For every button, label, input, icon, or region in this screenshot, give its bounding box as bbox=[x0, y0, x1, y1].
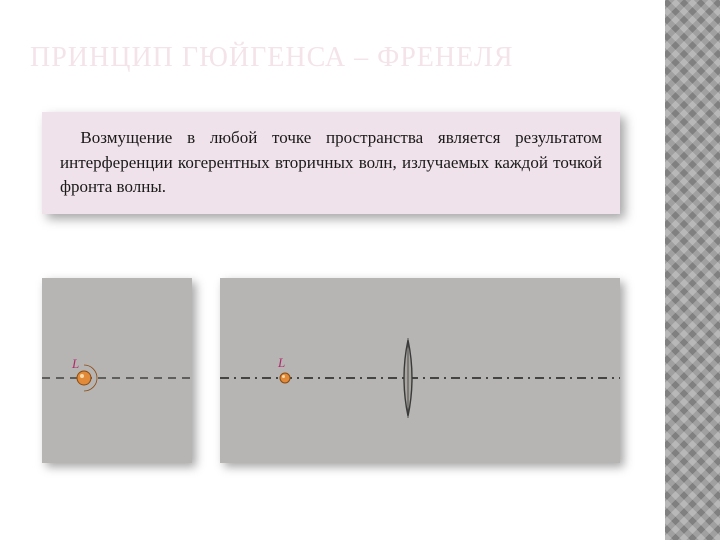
light-source-icon bbox=[280, 373, 290, 383]
diagram-lens: L bbox=[220, 278, 620, 463]
slide-title: ПРИНЦИП ГЮЙГЕНСА – ФРЕНЕЛЯ bbox=[30, 42, 514, 74]
source-label: L bbox=[71, 356, 79, 371]
diagram-right-svg: L bbox=[220, 278, 620, 463]
principle-textbox: Возмущение в любой точке пространства яв… bbox=[42, 112, 620, 214]
light-source-highlight bbox=[282, 375, 285, 378]
principle-text: Возмущение в любой точке пространства яв… bbox=[60, 128, 602, 196]
diagram-point-source: L bbox=[42, 278, 192, 463]
diagram-left-svg: L bbox=[42, 278, 192, 463]
light-source-highlight bbox=[80, 374, 84, 378]
source-label: L bbox=[277, 355, 285, 370]
light-source-icon bbox=[77, 371, 91, 385]
decorative-sidebar bbox=[665, 0, 720, 540]
